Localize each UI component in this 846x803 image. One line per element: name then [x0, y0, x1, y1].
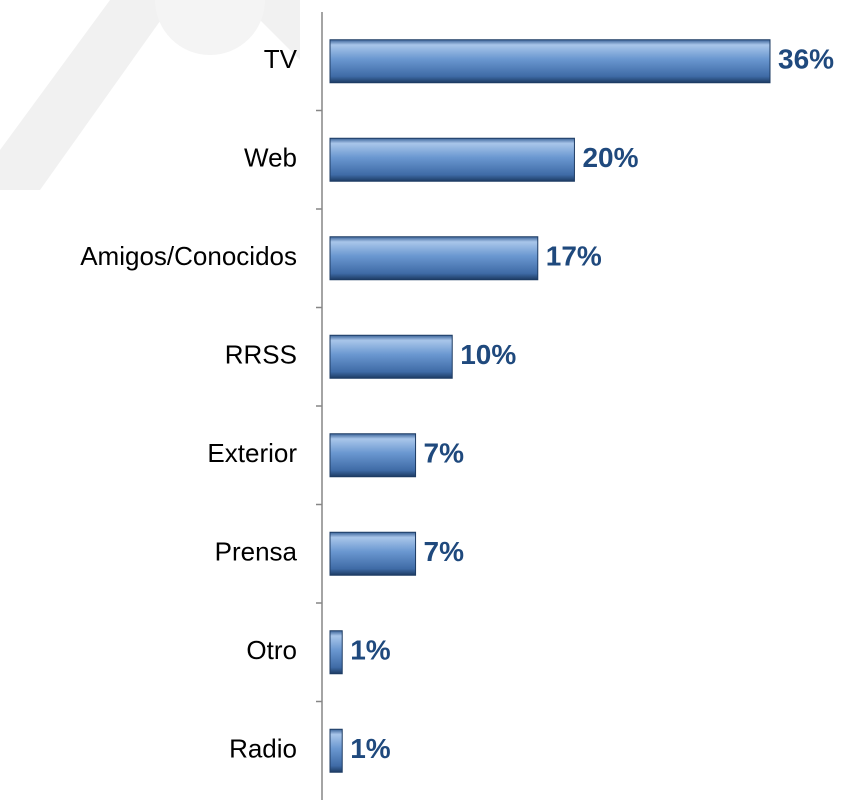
bar [329, 630, 343, 675]
category-label: Amigos/Conocidos [80, 241, 297, 271]
bar [329, 236, 539, 281]
category-label: Web [244, 143, 297, 173]
category-label: Otro [246, 635, 297, 665]
bar [329, 433, 417, 478]
value-label: 7% [424, 438, 465, 469]
value-label: 10% [460, 339, 516, 370]
bar [329, 334, 453, 379]
value-label: 1% [350, 733, 391, 764]
watermark [0, 0, 300, 190]
category-label: Prensa [215, 537, 298, 567]
bar [329, 728, 343, 773]
bar [329, 531, 417, 576]
value-label: 7% [424, 536, 465, 567]
bar [329, 137, 575, 182]
category-label: Exterior [207, 438, 297, 468]
watermark-shape [0, 0, 175, 190]
value-label: 17% [546, 241, 602, 272]
category-label: RRSS [225, 340, 297, 370]
category-label: Radio [229, 734, 297, 764]
value-label: 1% [350, 635, 391, 666]
watermark-shape [155, 0, 265, 55]
bar [329, 39, 771, 84]
value-label: 36% [778, 44, 834, 75]
value-label: 20% [582, 142, 638, 173]
category-label: TV [264, 44, 298, 74]
